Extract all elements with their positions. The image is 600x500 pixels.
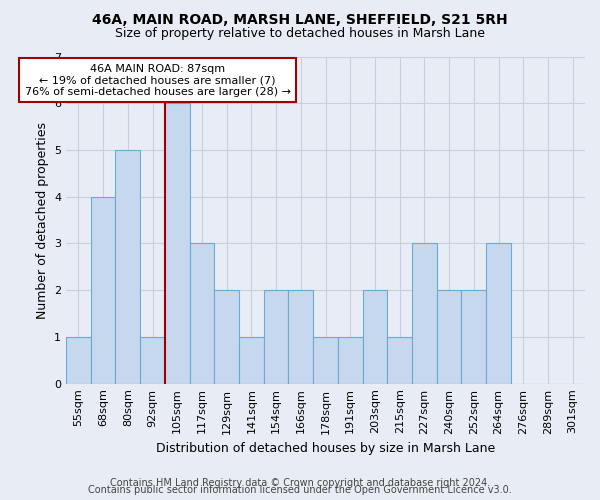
Bar — [338, 337, 362, 384]
Bar — [437, 290, 461, 384]
Bar — [66, 337, 91, 384]
Text: 46A, MAIN ROAD, MARSH LANE, SHEFFIELD, S21 5RH: 46A, MAIN ROAD, MARSH LANE, SHEFFIELD, S… — [92, 12, 508, 26]
Bar — [412, 244, 437, 384]
Y-axis label: Number of detached properties: Number of detached properties — [35, 122, 49, 318]
Bar — [313, 337, 338, 384]
Bar — [115, 150, 140, 384]
Bar — [239, 337, 264, 384]
Bar — [91, 196, 115, 384]
Text: Contains HM Land Registry data © Crown copyright and database right 2024.: Contains HM Land Registry data © Crown c… — [110, 478, 490, 488]
Bar — [388, 337, 412, 384]
Bar — [165, 103, 190, 384]
Bar — [289, 290, 313, 384]
Text: 46A MAIN ROAD: 87sqm
← 19% of detached houses are smaller (7)
76% of semi-detach: 46A MAIN ROAD: 87sqm ← 19% of detached h… — [25, 64, 290, 96]
Bar — [214, 290, 239, 384]
Bar — [140, 337, 165, 384]
X-axis label: Distribution of detached houses by size in Marsh Lane: Distribution of detached houses by size … — [156, 442, 495, 455]
Bar — [190, 244, 214, 384]
Bar — [362, 290, 388, 384]
Text: Size of property relative to detached houses in Marsh Lane: Size of property relative to detached ho… — [115, 28, 485, 40]
Bar — [264, 290, 289, 384]
Text: Contains public sector information licensed under the Open Government Licence v3: Contains public sector information licen… — [88, 485, 512, 495]
Bar — [486, 244, 511, 384]
Bar — [461, 290, 486, 384]
